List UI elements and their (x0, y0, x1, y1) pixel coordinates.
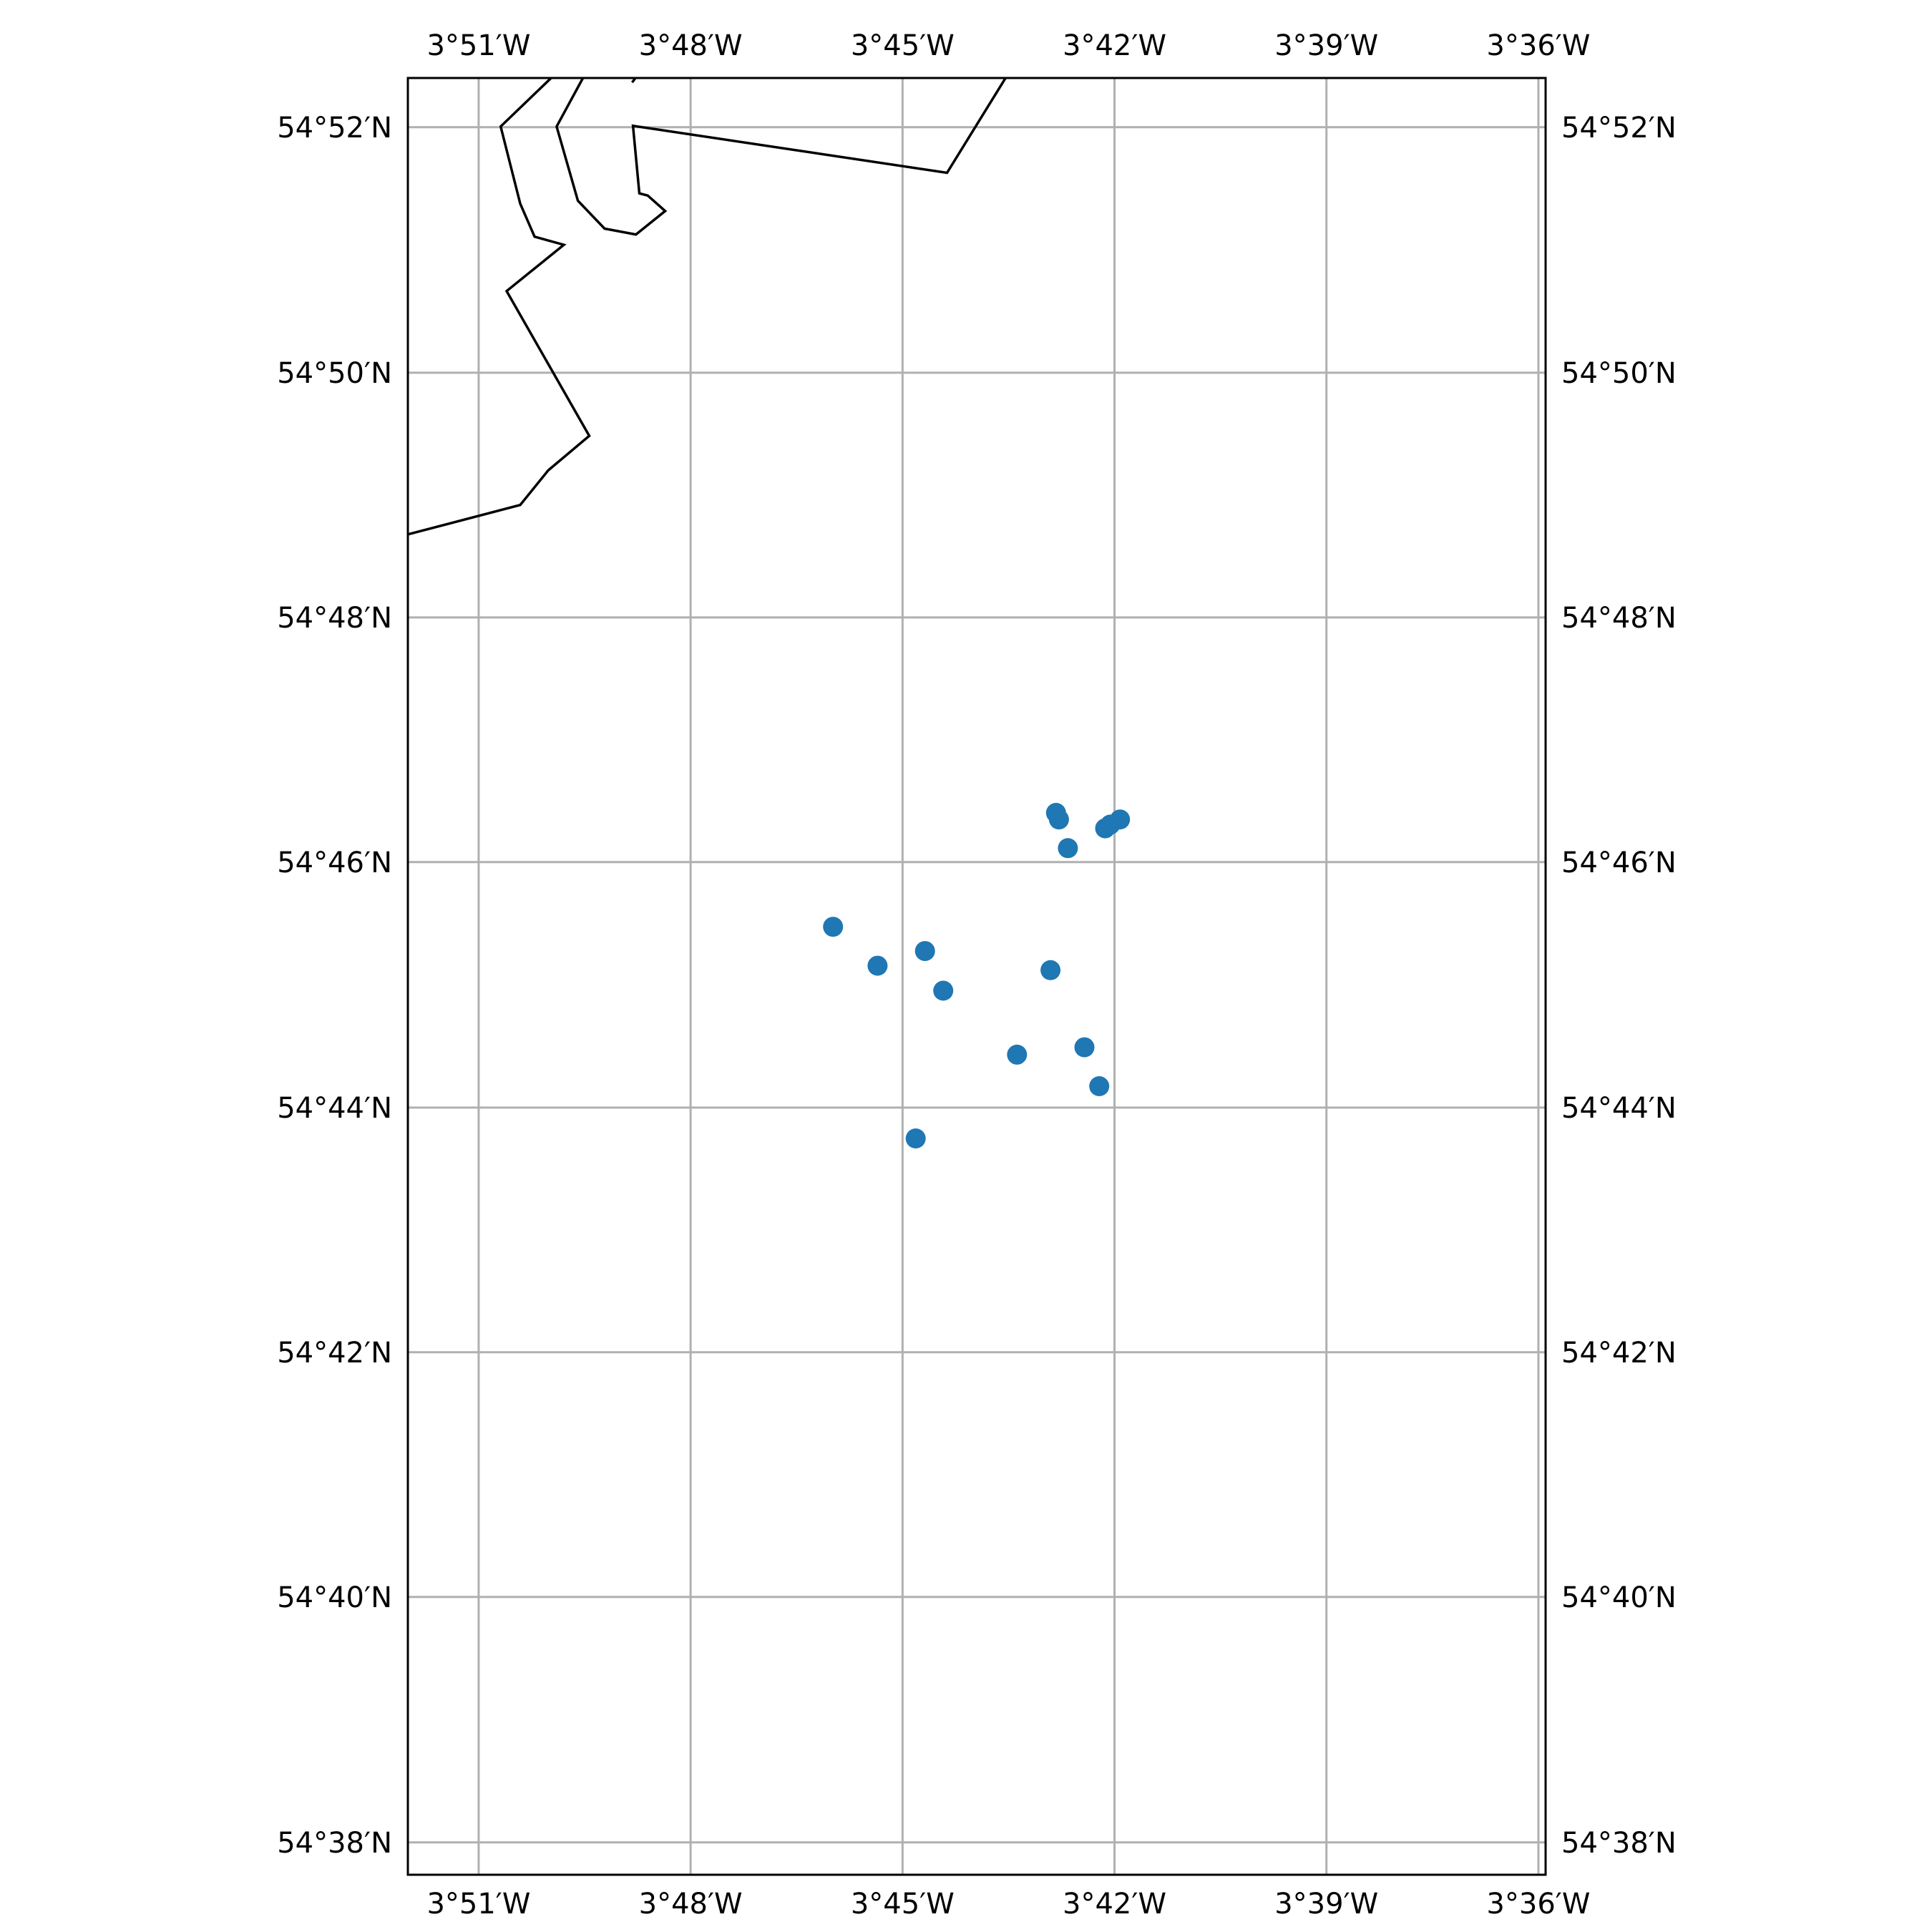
gridlines (408, 78, 1546, 1875)
scatter-point (823, 917, 844, 937)
scatter-point (1089, 1076, 1110, 1096)
map-frame (406, 77, 1547, 1876)
x-tick-label-bottom: 3°36′W (1486, 1888, 1590, 1921)
y-tick-label-left: 54°48′N (277, 602, 392, 635)
scatter-point (1040, 960, 1061, 980)
x-tick-label-top: 3°42′W (1063, 29, 1166, 62)
y-tick-label-right: 54°38′N (1561, 1827, 1677, 1860)
scatter-point (867, 955, 888, 976)
x-tick-label-bottom: 3°51′W (426, 1888, 530, 1921)
y-tick-label-left: 54°44′N (277, 1092, 392, 1125)
x-tick-label-bottom: 3°45′W (851, 1888, 955, 1921)
x-tick-label-bottom: 3°39′W (1274, 1888, 1378, 1921)
scatter-point (1048, 809, 1069, 830)
tick-labels: 3°51′W 3°51′W 3°48′W 3°48′W 3°45′W 3°45′W 3°42… (277, 29, 1677, 1921)
y-tick-label-right: 54°48′N (1561, 602, 1677, 635)
y-tick-label-left: 54°52′N (277, 112, 392, 145)
y-tick-label-right: 54°44′N (1561, 1092, 1677, 1125)
x-tick-label-bottom: 3°48′W (639, 1888, 743, 1921)
scatter-points (823, 803, 1131, 1148)
y-tick-label-right: 54°50′N (1561, 357, 1677, 390)
y-tick-label-left: 54°50′N (277, 357, 392, 390)
scatter-point (1074, 1037, 1095, 1058)
y-tick-label-left: 54°38′N (277, 1827, 392, 1860)
scatter-point (905, 1128, 926, 1148)
y-tick-label-left: 54°42′N (277, 1337, 392, 1370)
y-tick-label-left: 54°46′N (277, 847, 392, 879)
coastline (555, 77, 1007, 236)
x-tick-label-top: 3°36′W (1486, 29, 1590, 62)
x-tick-label-top: 3°45′W (851, 29, 955, 62)
coastline (407, 77, 591, 536)
x-tick-label-top: 3°48′W (639, 29, 743, 62)
scatter-point (1007, 1044, 1028, 1065)
scatter-point (1058, 838, 1078, 859)
map-background (408, 78, 1546, 1875)
y-tick-label-right: 54°42′N (1561, 1337, 1677, 1370)
x-tick-label-bottom: 3°42′W (1063, 1888, 1166, 1921)
y-tick-label-right: 54°46′N (1561, 847, 1677, 879)
x-tick-label-top: 3°39′W (1274, 29, 1378, 62)
scatter-point (933, 980, 954, 1001)
y-tick-label-right: 54°40′N (1561, 1581, 1677, 1614)
y-tick-label-right: 54°52′N (1561, 112, 1677, 145)
y-tick-label-left: 54°40′N (277, 1581, 392, 1614)
x-tick-label-top: 3°51′W (426, 29, 530, 62)
scatter-point (914, 941, 935, 962)
scatter-point (1110, 809, 1131, 830)
